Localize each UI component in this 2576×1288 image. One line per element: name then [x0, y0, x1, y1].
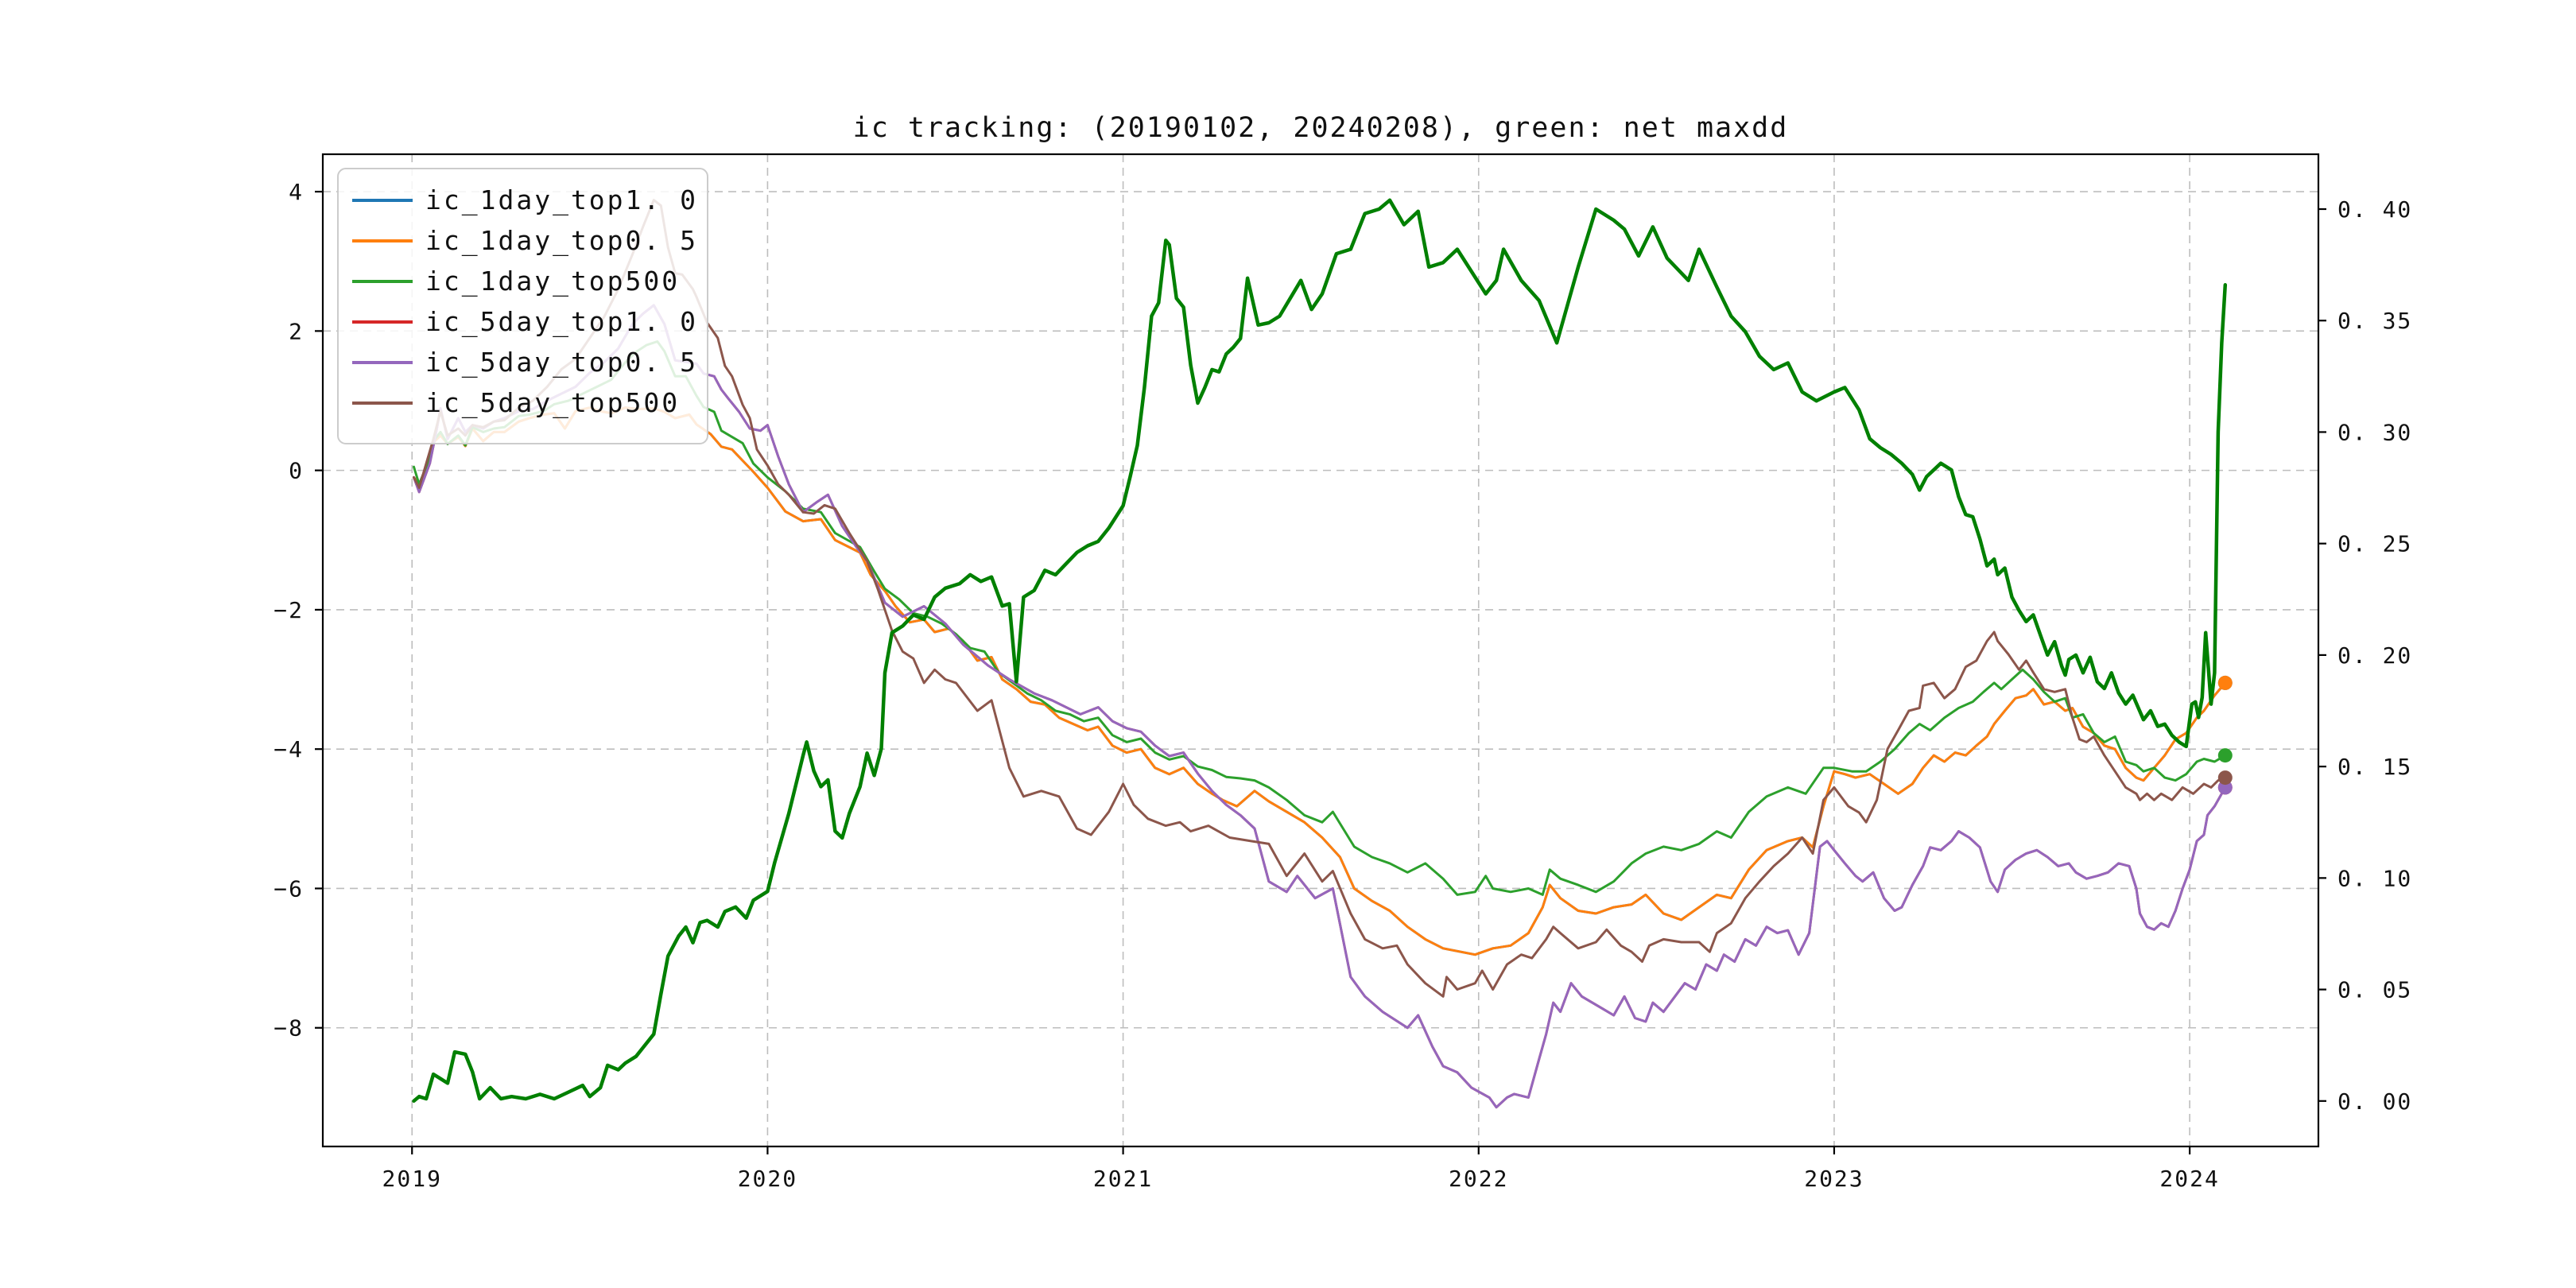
x-tick-label: 2019	[382, 1166, 442, 1192]
chart-title: ic tracking: (20190102, 20240208), green…	[853, 112, 1789, 144]
x-tick-label: 2022	[1449, 1166, 1508, 1192]
end-marker-ic_5day_top0_5	[2217, 780, 2233, 795]
legend: ic_1day_top1. 0 ic_1day_top0. 5 ic_1day_…	[337, 168, 708, 444]
y-right-tick-label: 0. 35	[2337, 308, 2412, 334]
series-line-ic_1day_top0_5	[413, 406, 2227, 956]
y-left-tick-label: 2	[289, 318, 304, 344]
y-left-tick-label: −6	[274, 875, 304, 902]
y-left-tick-label: −8	[274, 1015, 304, 1042]
legend-label-ic-1day-top1-0: ic_1day_top1. 0	[425, 184, 698, 216]
end-marker-ic_1day_top500	[2217, 748, 2233, 763]
end-marker-ic_1day_top0_5	[2217, 675, 2233, 690]
series-line-ic_1day_top1_0	[413, 406, 2227, 956]
y-left-tick-label: 4	[289, 179, 304, 205]
axes-frame	[321, 153, 2320, 1148]
y-right-tick-label: 0. 00	[2337, 1088, 2412, 1115]
series-line-net_maxdd	[412, 198, 2228, 1104]
y-right-tick-label: 0. 15	[2337, 754, 2412, 780]
legend-label-ic-5day-top500: ic_5day_top500	[425, 387, 680, 419]
y-right-tick-label: 0. 10	[2337, 865, 2412, 891]
y-right-tick-label: 0. 40	[2337, 196, 2412, 223]
x-tick-label: 2020	[738, 1166, 797, 1192]
y-left-tick-label: 0	[289, 458, 304, 484]
y-right-tick-label: 0. 05	[2337, 977, 2412, 1003]
y-right-tick-label: 0. 30	[2337, 419, 2412, 445]
y-right-tick-label: 0. 20	[2337, 642, 2412, 669]
x-tick-label: 2021	[1093, 1166, 1153, 1192]
y-left-tick-label: −4	[274, 736, 304, 762]
legend-label-ic-1day-top0-5: ic_1day_top0. 5	[425, 225, 698, 257]
x-tick-label: 2023	[1804, 1166, 1864, 1192]
legend-frame	[337, 168, 708, 444]
legend-label-ic-1day-top500: ic_1day_top500	[425, 266, 680, 297]
y-left-tick-label: −2	[274, 597, 304, 623]
legend-label-ic-5day-top0-5: ic_5day_top0. 5	[425, 347, 698, 378]
x-tick-label: 2024	[2159, 1166, 2219, 1192]
y-right-tick-label: 0. 25	[2337, 531, 2412, 557]
end-marker-ic_5day_top500	[2217, 770, 2233, 786]
legend-label-ic-5day-top1-0: ic_5day_top1. 0	[425, 306, 698, 338]
